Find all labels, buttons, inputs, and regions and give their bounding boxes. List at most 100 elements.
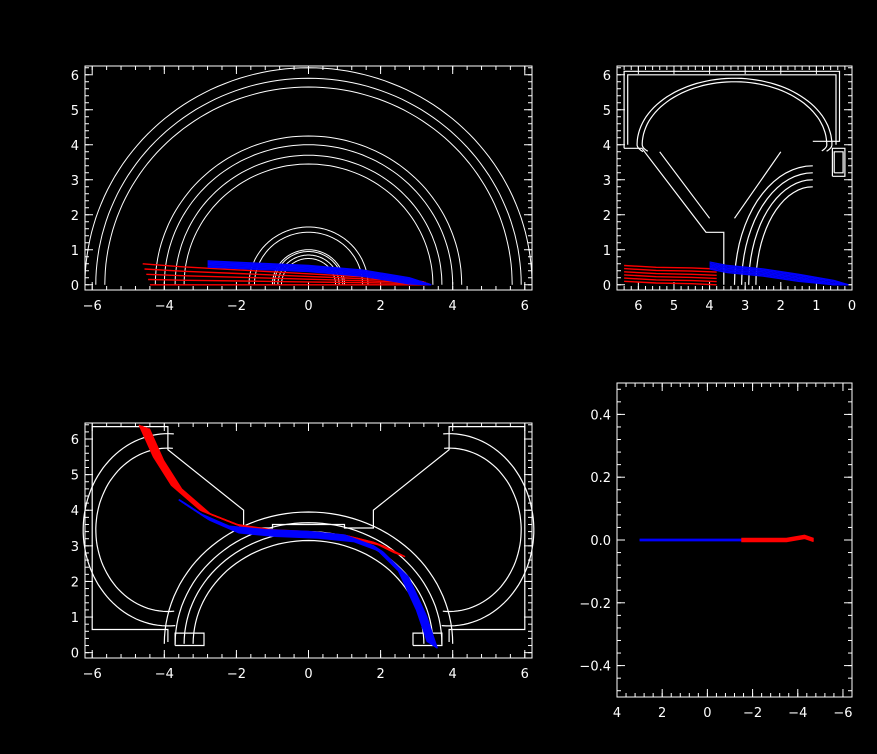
x-tick-label: 6 — [634, 299, 642, 314]
series-red-line — [624, 277, 717, 283]
series-red-line — [624, 264, 717, 270]
funnel-inner — [659, 151, 711, 219]
y-tick-label: 1 — [71, 244, 79, 259]
vessel-wall — [623, 70, 841, 149]
panel-top-right: 6 5 4 3 2 1 0 0 1 2 3 4 5 6 — [603, 65, 856, 314]
vessel-outline — [91, 426, 526, 642]
x-tick-label: 2 — [376, 667, 384, 682]
structure-ring — [174, 154, 443, 285]
y-tick-label: 0.0 — [590, 534, 611, 549]
y-tick-label: 4 — [603, 139, 611, 154]
dome-arc — [641, 81, 828, 152]
series-blue-line — [207, 261, 432, 286]
structure-ring — [183, 163, 434, 285]
central-arch — [163, 511, 454, 644]
vessel-wall — [627, 74, 837, 145]
y-tick-label: 0.4 — [590, 408, 611, 423]
series-red-line — [624, 267, 717, 273]
x-tick-label: 2 — [376, 299, 384, 314]
series-red-line — [741, 536, 814, 542]
panel-bottom-left: −6 −4 −2 0 2 4 6 0 1 2 3 4 5 6 — [71, 422, 535, 682]
series-blue-line — [207, 265, 432, 286]
port-box — [174, 632, 205, 647]
structure-ring — [163, 144, 454, 285]
x-tick-label: 4 — [449, 299, 457, 314]
coil-curve — [755, 186, 813, 285]
series-blue-line — [709, 262, 849, 286]
structure-ring — [248, 226, 369, 285]
x-tick-label: −2 — [743, 706, 762, 721]
x-tick-label: 1 — [812, 299, 820, 314]
funnel-wall — [624, 147, 725, 285]
structure-ring — [84, 67, 533, 285]
plot-frame — [616, 65, 853, 291]
x-tick-label: 0 — [304, 667, 312, 682]
series-red-line — [624, 280, 717, 286]
y-tick-label: 3 — [71, 174, 79, 189]
funnel-inner — [734, 151, 782, 219]
series-red-line — [624, 274, 717, 280]
y-tick-label: 3 — [71, 540, 79, 555]
structure-ring — [95, 77, 522, 285]
series-blue-line — [207, 260, 432, 286]
series-blue-line — [709, 261, 849, 286]
x-tick-label: 3 — [741, 299, 749, 314]
x-tick-label: −6 — [83, 667, 102, 682]
side-arc — [82, 433, 176, 627]
series-red-line — [741, 535, 814, 541]
x-tick-label: 0 — [703, 706, 711, 721]
y-tick-label: 0.2 — [590, 471, 611, 486]
y-tick-label: −0.2 — [579, 597, 611, 612]
y-tick-label: 0 — [603, 279, 611, 294]
y-tick-label: 2 — [71, 575, 79, 590]
x-tick-label: 0 — [848, 299, 856, 314]
y-tick-label: 2 — [603, 209, 611, 224]
side-arc — [95, 447, 175, 613]
series-blue-line — [709, 264, 849, 286]
series-blue-line — [188, 505, 438, 649]
x-tick-label: 2 — [777, 299, 785, 314]
x-tick-label: 0 — [304, 299, 312, 314]
series-blue-line — [207, 266, 432, 286]
x-tick-label: 2 — [658, 706, 666, 721]
structure-ring — [104, 86, 513, 285]
x-tick-label: −2 — [227, 299, 246, 314]
coil-curve — [748, 179, 813, 285]
structure-ring — [154, 135, 463, 285]
y-tick-label: 0 — [71, 279, 79, 294]
y-tick-label: 2 — [71, 209, 79, 224]
side-arc — [442, 447, 522, 613]
x-tick-label: 6 — [521, 299, 529, 314]
x-tick-label: −2 — [227, 667, 246, 682]
y-tick-label: 6 — [603, 69, 611, 84]
y-tick-label: −0.4 — [579, 660, 611, 675]
x-tick-label: 4 — [705, 299, 713, 314]
central-arch — [174, 522, 443, 644]
series-red-line — [624, 271, 717, 276]
y-tick-label: 3 — [603, 174, 611, 189]
x-tick-label: −4 — [155, 299, 174, 314]
y-tick-label: 1 — [71, 611, 79, 626]
y-tick-label: 5 — [603, 104, 611, 119]
x-tick-label: −4 — [788, 706, 807, 721]
y-tick-label: 5 — [71, 104, 79, 119]
x-tick-label: 4 — [449, 667, 457, 682]
x-tick-label: −6 — [833, 706, 852, 721]
series-red-line — [741, 537, 814, 543]
series-red-line — [741, 534, 814, 540]
dome-arc — [636, 77, 833, 153]
series-blue-line — [207, 263, 432, 286]
y-tick-label: 6 — [71, 433, 79, 448]
series-blue-line — [207, 262, 432, 286]
coil-curve — [733, 165, 813, 285]
coil-curve — [741, 172, 813, 285]
x-tick-label: 5 — [670, 299, 678, 314]
port-box — [831, 147, 846, 177]
structure-ring — [253, 231, 364, 285]
x-tick-label: −6 — [83, 299, 102, 314]
y-tick-label: 1 — [603, 244, 611, 259]
x-tick-label: −4 — [155, 667, 174, 682]
y-tick-label: 5 — [71, 469, 79, 484]
